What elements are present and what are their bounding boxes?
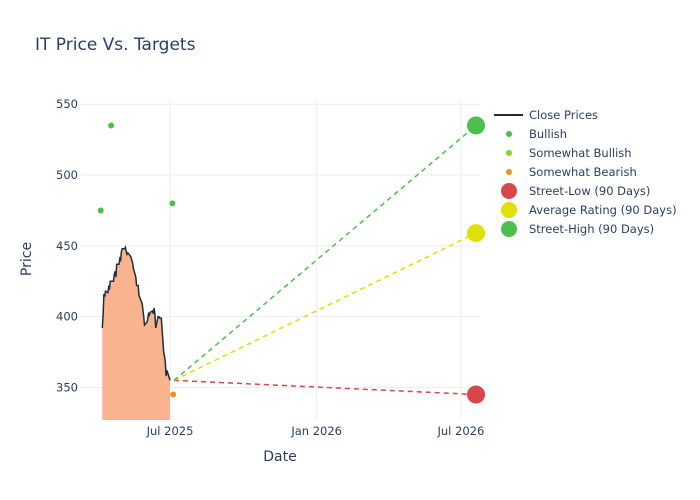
y-tick-label: 350 — [56, 380, 78, 394]
legend-item-somewhat-bullish[interactable]: Somewhat Bullish — [506, 146, 632, 160]
legend-label: Close Prices — [529, 108, 598, 122]
legend: Close Prices Bullish Somewhat Bullish Somew… — [494, 108, 677, 237]
legend-label: Somewhat Bearish — [529, 165, 637, 179]
legend-item-street-high[interactable]: Street-High (90 Days) — [501, 221, 654, 237]
legend-swatch — [501, 221, 517, 237]
street-high-target-line — [173, 124, 477, 381]
y-tick-label: 400 — [56, 310, 78, 324]
bullish-point — [108, 122, 115, 129]
x-tick-label: Jan 2026 — [290, 424, 342, 438]
y-tick-label: 450 — [56, 239, 78, 253]
legend-item-average-rating[interactable]: Average Rating (90 Days) — [501, 202, 677, 218]
average-rating-target-line — [173, 232, 477, 382]
legend-item-close-prices[interactable]: Close Prices — [494, 108, 598, 122]
legend-swatch — [506, 131, 512, 137]
average-rating-marker — [467, 224, 486, 243]
legend-label: Street-Low (90 Days) — [529, 184, 650, 198]
legend-item-somewhat-bearish[interactable]: Somewhat Bearish — [506, 165, 637, 179]
close-price-area — [102, 247, 170, 420]
chart-title: IT Price Vs. Targets — [35, 35, 196, 55]
y-tick-label: 550 — [56, 97, 78, 111]
legend-item-bullish[interactable]: Bullish — [506, 127, 567, 141]
legend-label: Somewhat Bullish — [529, 146, 632, 160]
bullish-point — [97, 207, 104, 214]
legend-label: Bullish — [529, 127, 567, 141]
close-price-line — [101, 245, 171, 381]
street-low-marker — [467, 385, 486, 404]
legend-label: Street-High (90 Days) — [529, 222, 654, 236]
street-high-marker — [467, 116, 486, 135]
somewhat-bearish-point — [170, 391, 177, 398]
y-axis-title: Price — [19, 242, 35, 276]
plot-area: 350 400 450 500 550 Jul 2025 Jan 2026 Jul 2026 — [56, 97, 486, 438]
legend-item-street-low[interactable]: Street-Low (90 Days) — [501, 183, 650, 199]
legend-label: Average Rating (90 Days) — [529, 203, 677, 217]
legend-swatch — [506, 150, 512, 156]
bullish-point — [169, 200, 176, 207]
legend-swatch — [501, 183, 517, 199]
y-tick-label: 500 — [56, 168, 78, 182]
x-axis-title: Date — [263, 449, 296, 465]
legend-swatch — [501, 202, 517, 218]
x-tick-label: Jul 2026 — [436, 424, 484, 438]
legend-swatch — [506, 169, 512, 175]
x-tick-label: Jul 2025 — [146, 424, 194, 438]
